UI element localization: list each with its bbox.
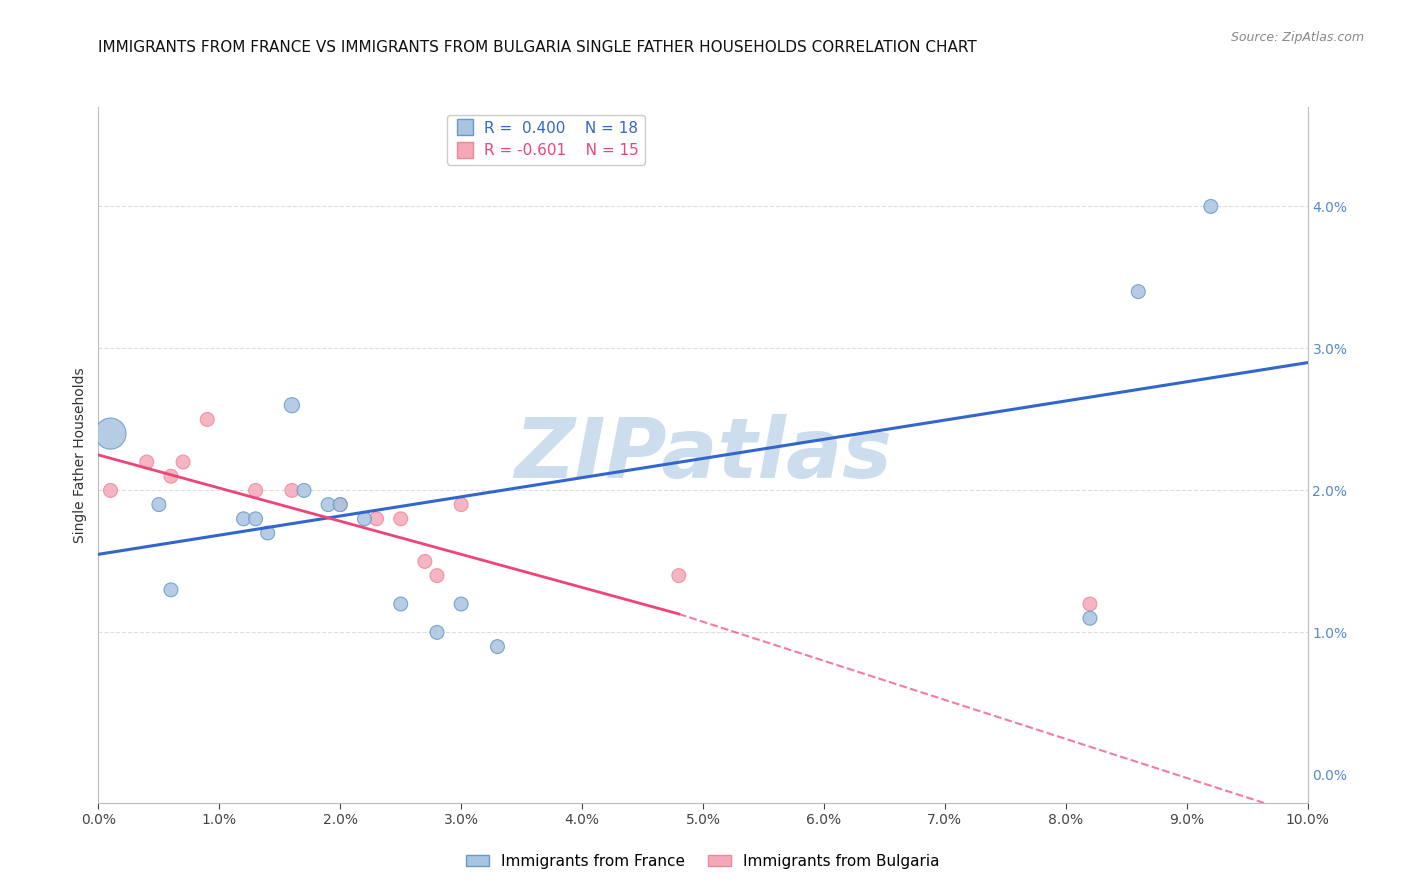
Point [389,597,412,611]
Point [135,455,157,469]
Point [329,498,352,512]
Point [281,398,304,412]
Point [1078,597,1101,611]
Point [256,526,278,541]
Text: Source: ZipAtlas.com: Source: ZipAtlas.com [1230,31,1364,45]
Point [100,426,122,441]
Point [316,498,339,512]
Y-axis label: Single Father Households: Single Father Households [73,368,87,542]
Point [1078,611,1101,625]
Point [232,512,254,526]
Point [245,512,267,526]
Point [1199,199,1222,213]
Point [426,625,449,640]
Point [100,483,122,498]
Point [353,512,375,526]
Point [281,483,304,498]
Point [426,568,449,582]
Point [160,469,183,483]
Point [1128,285,1150,299]
Point [329,498,352,512]
Point [486,640,509,654]
Text: ZIPatlas: ZIPatlas [515,415,891,495]
Point [195,412,218,426]
Point [366,512,388,526]
Point [172,455,194,469]
Point [450,498,472,512]
Point [413,554,436,568]
Point [389,512,412,526]
Legend: Immigrants from France, Immigrants from Bulgaria: Immigrants from France, Immigrants from … [460,848,946,875]
Text: IMMIGRANTS FROM FRANCE VS IMMIGRANTS FROM BULGARIA SINGLE FATHER HOUSEHOLDS CORR: IMMIGRANTS FROM FRANCE VS IMMIGRANTS FRO… [98,40,977,55]
Point [148,498,170,512]
Point [245,483,267,498]
Point [292,483,315,498]
Point [668,568,690,582]
Point [450,597,472,611]
Point [160,582,183,597]
